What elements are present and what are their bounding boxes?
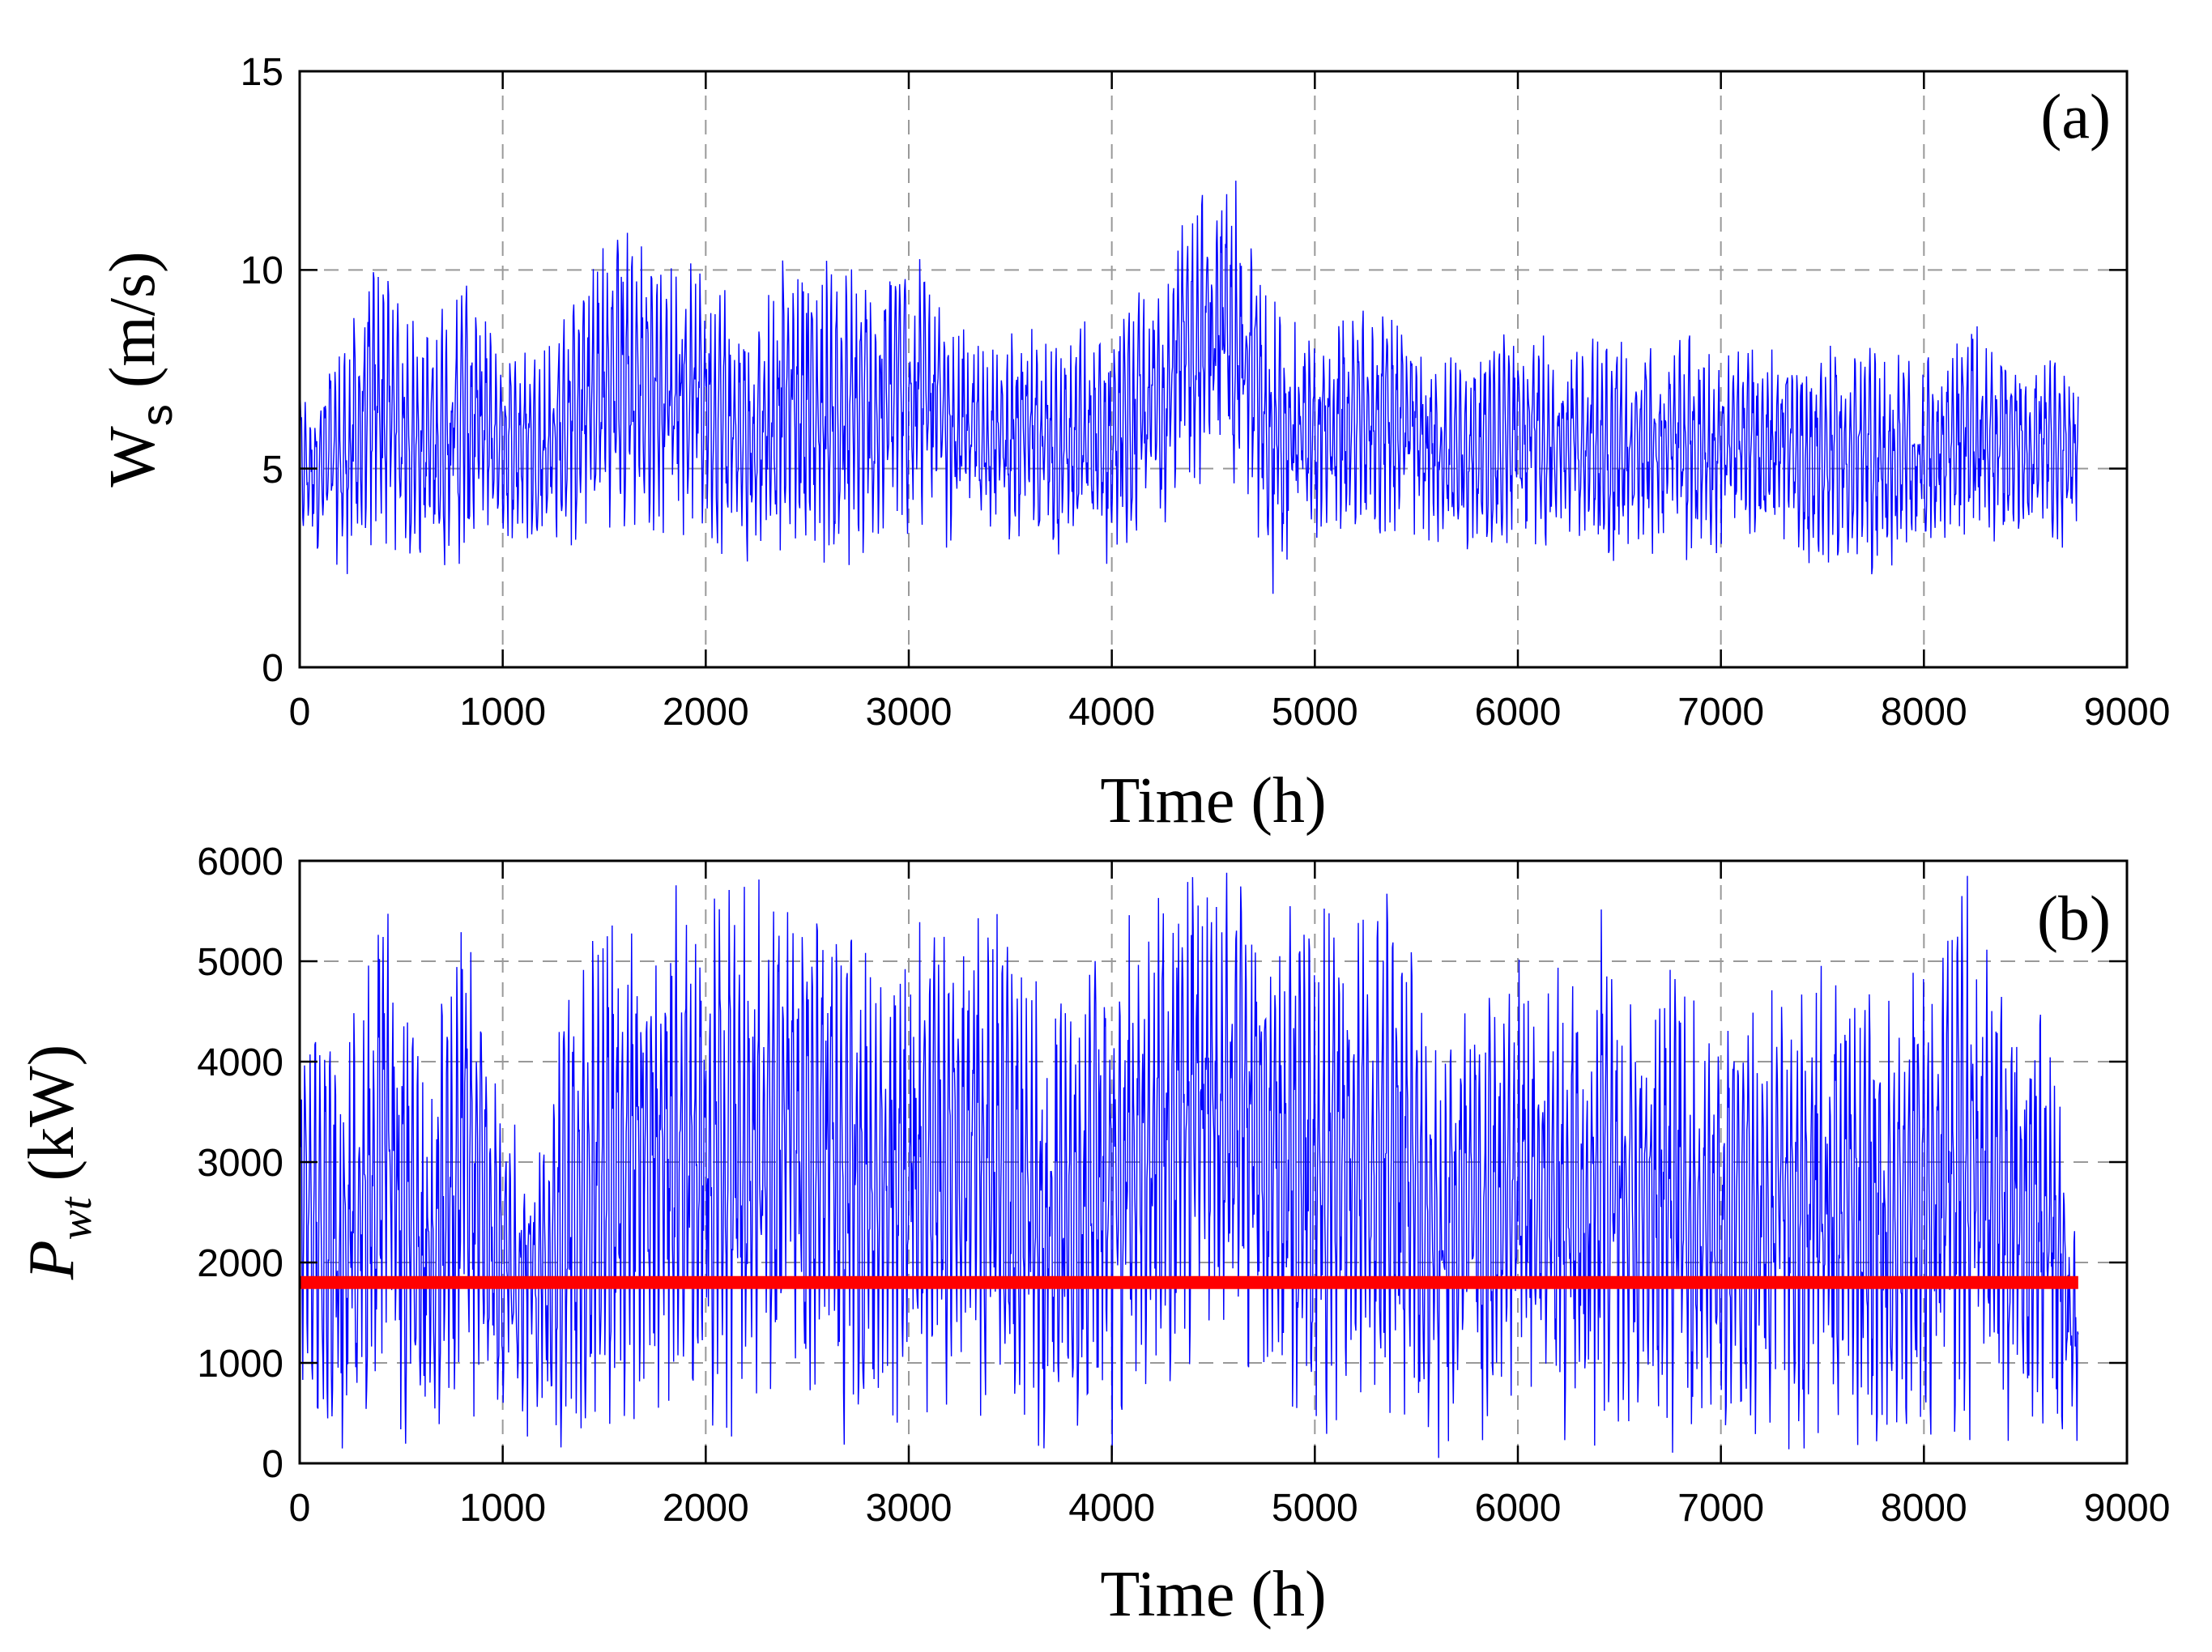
x-tick-label: 2000 xyxy=(663,691,749,734)
y-tick-label: 0 xyxy=(262,647,283,690)
x-tick-label: 5000 xyxy=(1272,691,1358,734)
y-tick-label: 10 xyxy=(241,249,283,292)
panel-b: 0 1000 2000 3000 4000 5000 6000 7000 800… xyxy=(16,841,2170,1630)
panel-tag-b: (b) xyxy=(2037,883,2111,953)
y-tick-label: 2000 xyxy=(197,1242,283,1285)
x-tick-label: 8000 xyxy=(1881,691,1967,734)
y-axis-label-main: W xyxy=(97,426,168,488)
y-tick-label: 4000 xyxy=(197,1041,283,1084)
x-tick-label: 1000 xyxy=(459,1487,546,1530)
y-tick-label: 0 xyxy=(262,1443,283,1486)
x-tick-label: 7000 xyxy=(1677,1487,1764,1530)
wind-power-line xyxy=(299,872,2079,1458)
x-tick-label: 2000 xyxy=(663,1487,749,1530)
svg-text:Pwt (kW): Pwt (kW) xyxy=(16,1045,101,1281)
x-tick-label: 8000 xyxy=(1881,1487,1967,1530)
y-axis-label-unit: (kW) xyxy=(16,1045,87,1198)
y-tick-label: 1000 xyxy=(197,1343,283,1386)
series-wind-speed xyxy=(299,181,2079,594)
x-axis-label-b: Time (h) xyxy=(1100,1559,1326,1630)
y-axis-label-subscript: wt xyxy=(51,1196,101,1240)
axes-box-a xyxy=(298,70,2129,669)
x-tick-label: 4000 xyxy=(1068,1487,1155,1530)
x-tick-label: 4000 xyxy=(1068,691,1155,734)
y-tick-label: 15 xyxy=(241,51,283,94)
x-tick-label: 6000 xyxy=(1475,1487,1562,1530)
y-tick-label: 5 xyxy=(262,449,283,492)
y-axis-label-a: Ws (m/s) xyxy=(97,251,181,487)
ticks-b xyxy=(298,859,2129,1465)
x-axis-label-a: Time (h) xyxy=(1100,765,1326,837)
panel-tag-a: (a) xyxy=(2040,81,2111,151)
x-tick-label: 9000 xyxy=(2084,1487,2171,1530)
wind-speed-line xyxy=(299,181,2079,594)
x-tick-label: 1000 xyxy=(459,691,546,734)
ticks-a xyxy=(298,70,2129,669)
panel-a: 0 1000 2000 3000 4000 5000 6000 7000 800… xyxy=(97,51,2170,837)
y-axis-label-subscript: s xyxy=(133,404,181,426)
x-tick-label: 9000 xyxy=(2084,691,2171,734)
x-tick-label: 0 xyxy=(289,1487,311,1530)
y-tick-label: 6000 xyxy=(197,841,283,883)
x-tick-label: 3000 xyxy=(866,691,953,734)
y-axis-label-main: P xyxy=(16,1240,87,1280)
y-axis-label-b: Pwt (kW) xyxy=(16,1045,101,1281)
series-wind-power xyxy=(299,872,2079,1458)
svg-text:Ws (m/s): Ws (m/s) xyxy=(97,251,181,487)
y-tick-label: 5000 xyxy=(197,941,283,984)
y-tick-label: 3000 xyxy=(197,1142,283,1185)
x-tick-label: 7000 xyxy=(1677,691,1764,734)
y-axis-label-unit: (m/s) xyxy=(97,251,168,404)
x-tick-label: 5000 xyxy=(1272,1487,1358,1530)
x-tick-label: 6000 xyxy=(1475,691,1562,734)
x-tick-label: 3000 xyxy=(866,1487,953,1530)
x-tick-label: 0 xyxy=(289,691,311,734)
